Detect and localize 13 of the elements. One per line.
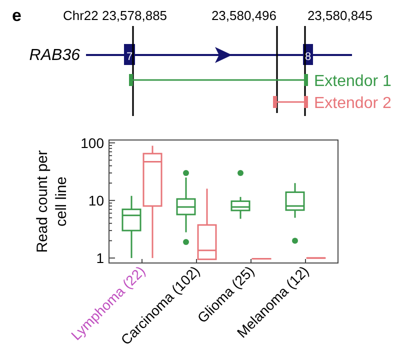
text: e xyxy=(12,6,22,25)
y-tick-label: 1 xyxy=(96,250,104,266)
legend-label: Extendor 2 xyxy=(314,95,392,112)
y-tick-label: 100 xyxy=(80,134,104,151)
y-tick-label: 10 xyxy=(88,192,104,208)
text: 23,580,496 xyxy=(211,8,277,23)
text: Chr22 23,578,885 xyxy=(62,8,168,23)
y-axis-title: Read count per cell line xyxy=(34,150,70,253)
text: 8 xyxy=(304,51,312,63)
text: 23,580,845 xyxy=(307,8,373,23)
text: 7 xyxy=(126,51,133,63)
text: RAB36 xyxy=(29,47,80,64)
legend-label: Extendor 1 xyxy=(314,73,392,90)
